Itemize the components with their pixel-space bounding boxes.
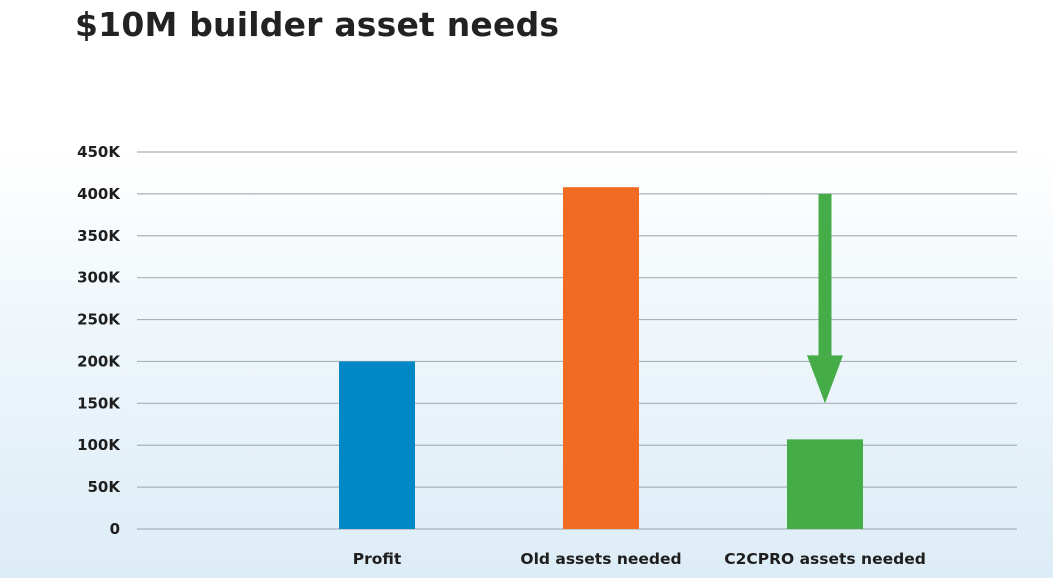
bar-profit <box>339 361 415 529</box>
x-tick-label: Profit <box>353 550 402 568</box>
y-tick-label: 400K <box>77 185 121 203</box>
bar-old-assets-needed <box>563 187 639 530</box>
y-tick-label: 300K <box>77 269 121 287</box>
bar-c2cpro-assets-needed <box>787 439 863 529</box>
x-tick-label: C2CPRO assets needed <box>724 550 926 568</box>
page-title: $10M builder asset needs <box>75 5 560 44</box>
bars <box>339 187 863 530</box>
y-tick-label: 50K <box>88 478 122 496</box>
y-axis-tick-labels: 0 50K 100K 150K 200K 250K 300K 350K 400K 450K <box>77 143 121 538</box>
y-tick-label: 100K <box>77 436 121 454</box>
arrow-shaft <box>818 193 832 357</box>
y-tick-label: 0 <box>110 520 120 538</box>
y-tick-label: 450K <box>77 143 121 161</box>
y-tick-label: 350K <box>77 227 121 245</box>
y-tick-label: 200K <box>77 352 121 370</box>
y-tick-label: 150K <box>77 394 121 412</box>
down-arrow-icon <box>807 355 843 404</box>
annotations <box>807 193 843 404</box>
y-tick-label: 250K <box>77 311 121 329</box>
x-axis-category-labels: Profit Old assets needed C2CPRO assets nee… <box>353 550 926 568</box>
x-tick-label: Old assets needed <box>520 550 681 568</box>
